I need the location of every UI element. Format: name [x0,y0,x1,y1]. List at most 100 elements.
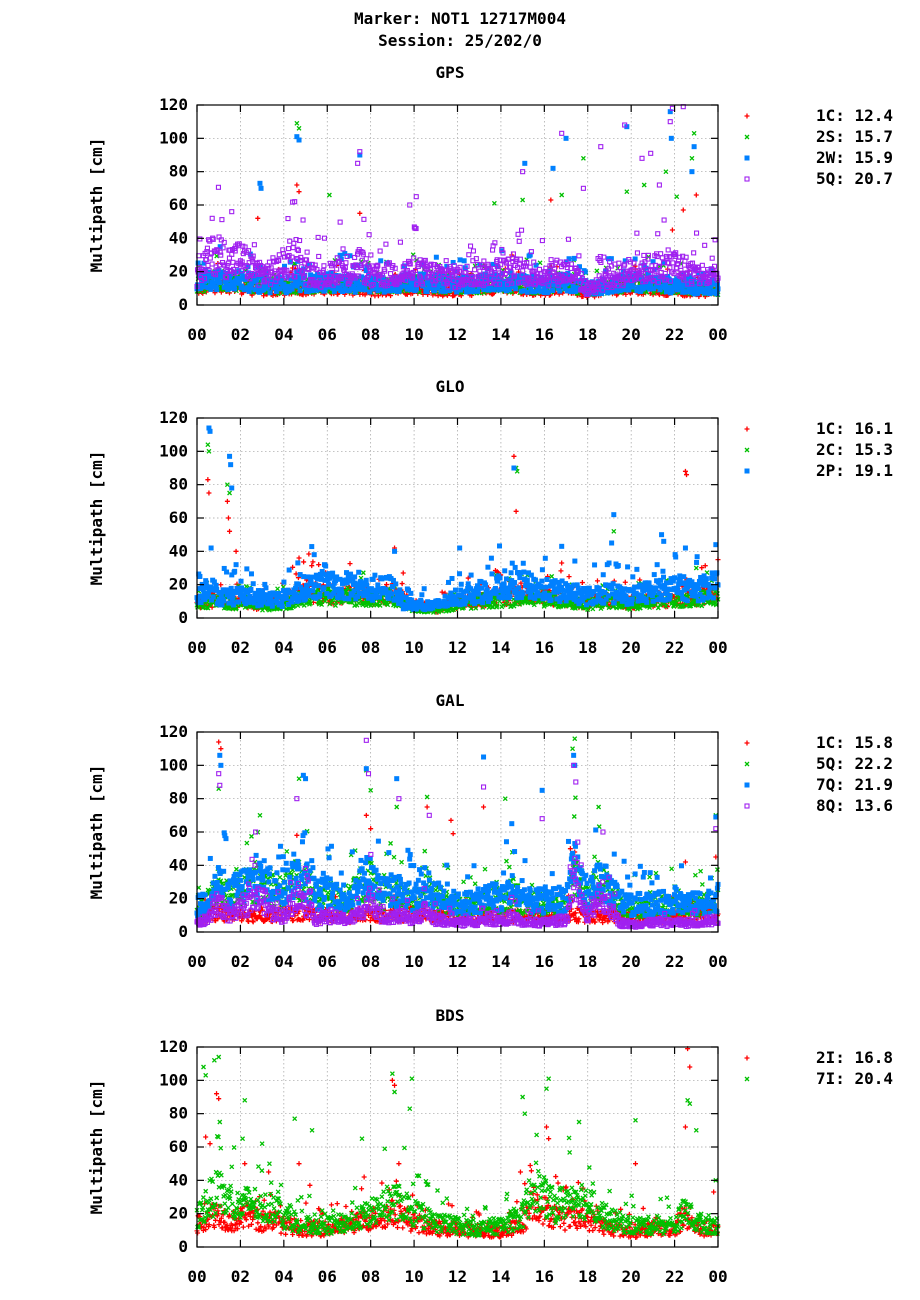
data-point [362,287,368,293]
data-point [296,137,302,143]
data-point [641,182,647,188]
data-point [197,236,203,242]
data-point [670,260,676,266]
x-tick-label: 10 [404,325,423,344]
data-point [515,231,521,237]
data-point [548,197,554,203]
data-point [276,252,282,258]
data-point [337,219,343,225]
data-point [550,165,556,171]
chart-title-gps: GPS [436,63,465,82]
data-point [571,255,577,261]
data-point [516,238,522,244]
data-point [579,580,585,586]
data-point [363,256,369,262]
data-point [258,185,264,191]
legend-marker [744,176,750,182]
data-point [378,258,384,264]
data-point [580,155,586,161]
data-point [295,280,301,286]
data-point [580,185,586,191]
x-tick-label: 16 [535,325,554,344]
data-point [375,293,381,299]
y-tick-label: 80 [169,162,188,181]
data-point [388,271,394,277]
data-point [668,135,674,141]
data-point [684,472,690,478]
data-point [355,160,361,166]
header-marker: Marker: NOT1 12717M004 [354,9,566,28]
data-point [251,242,257,248]
data-point [316,253,322,260]
data-point [225,515,231,521]
data-point [400,570,406,576]
y-tick-label: 40 [169,228,188,247]
data-point [200,284,206,290]
x-tick-label: 04 [274,325,293,344]
data-point [215,184,221,190]
header-session: Session: 25/202/0 [378,31,542,50]
data-point [306,551,312,557]
data-point [694,230,700,236]
data-point [522,160,528,166]
x-tick-label: 20 [622,325,641,344]
legend-label: 2W: 15.9 [816,148,893,167]
data-point [559,560,565,566]
data-point [520,197,526,203]
data-point [559,192,565,198]
legend-marker [744,134,750,140]
x-tick-label: 06 [318,325,337,344]
data-point [622,579,628,585]
data-point [655,231,661,237]
data-point [217,280,223,286]
data-point [691,130,697,136]
x-tick-label: 18 [578,325,597,344]
data-point [656,182,662,188]
data-point [474,288,480,294]
legend-label: 2S: 15.7 [816,127,893,146]
data-point [214,287,220,293]
data-point [563,135,569,141]
data-point [536,266,543,272]
data-point [689,169,695,175]
data-point [558,568,564,574]
data-point [233,548,239,554]
y-tick-label: 60 [169,195,188,214]
data-point [267,290,273,296]
data-point [634,230,640,236]
data-point [304,249,310,255]
x-tick-label: 02 [231,325,250,344]
data-point [377,248,383,254]
data-point [626,287,632,293]
data-point [691,144,697,150]
data-point [624,189,630,195]
y-tick-label: 120 [159,95,188,114]
data-point [294,182,300,188]
data-point [648,150,654,156]
data-point [443,258,449,264]
data-point [205,262,211,269]
data-point [326,192,332,198]
y-axis-label: Multipath [cm] [87,138,106,273]
data-point [287,238,293,244]
data-point [680,207,686,213]
data-point [470,248,476,254]
x-tick-label: 22 [665,325,684,344]
data-point [340,246,346,252]
data-point [689,155,695,161]
legend-label: 5Q: 20.7 [816,169,893,188]
x-tick-label: 00 [187,325,206,344]
data-point [275,586,281,592]
data-point [616,260,622,266]
data-point [641,252,647,258]
data-point [490,247,496,253]
data-point [294,246,300,252]
data-point [205,477,211,483]
legend-marker [744,155,750,161]
data-point [296,125,302,131]
data-point [360,570,366,576]
data-point [513,286,519,292]
chart-title-glo: GLO [436,377,465,396]
data-point [548,257,554,263]
legend-gps: 1C: 12.42S: 15.72W: 15.95Q: 20.7 [744,106,893,188]
